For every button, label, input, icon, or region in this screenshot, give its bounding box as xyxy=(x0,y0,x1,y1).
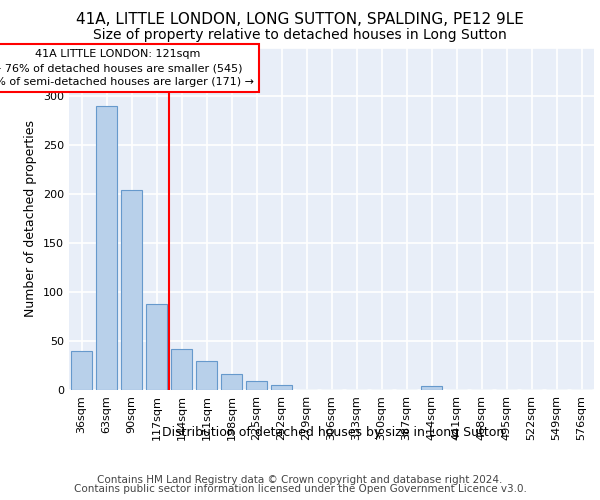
Bar xyxy=(421,386,442,390)
Bar xyxy=(171,349,192,390)
Text: Contains HM Land Registry data © Crown copyright and database right 2024.: Contains HM Land Registry data © Crown c… xyxy=(97,475,503,485)
Bar xyxy=(271,385,292,390)
Bar xyxy=(196,360,217,390)
Text: Size of property relative to detached houses in Long Sutton: Size of property relative to detached ho… xyxy=(93,28,507,42)
Bar xyxy=(246,381,267,390)
Bar xyxy=(221,374,242,390)
Bar xyxy=(121,190,142,390)
Y-axis label: Number of detached properties: Number of detached properties xyxy=(25,120,37,318)
Text: Contains public sector information licensed under the Open Government Licence v3: Contains public sector information licen… xyxy=(74,484,526,494)
Text: 41A, LITTLE LONDON, LONG SUTTON, SPALDING, PE12 9LE: 41A, LITTLE LONDON, LONG SUTTON, SPALDIN… xyxy=(76,12,524,27)
Bar xyxy=(146,304,167,390)
Text: Distribution of detached houses by size in Long Sutton: Distribution of detached houses by size … xyxy=(162,426,504,439)
Bar xyxy=(71,351,92,390)
Bar xyxy=(96,106,117,390)
Text: 41A LITTLE LONDON: 121sqm
← 76% of detached houses are smaller (545)
24% of semi: 41A LITTLE LONDON: 121sqm ← 76% of detac… xyxy=(0,50,254,88)
